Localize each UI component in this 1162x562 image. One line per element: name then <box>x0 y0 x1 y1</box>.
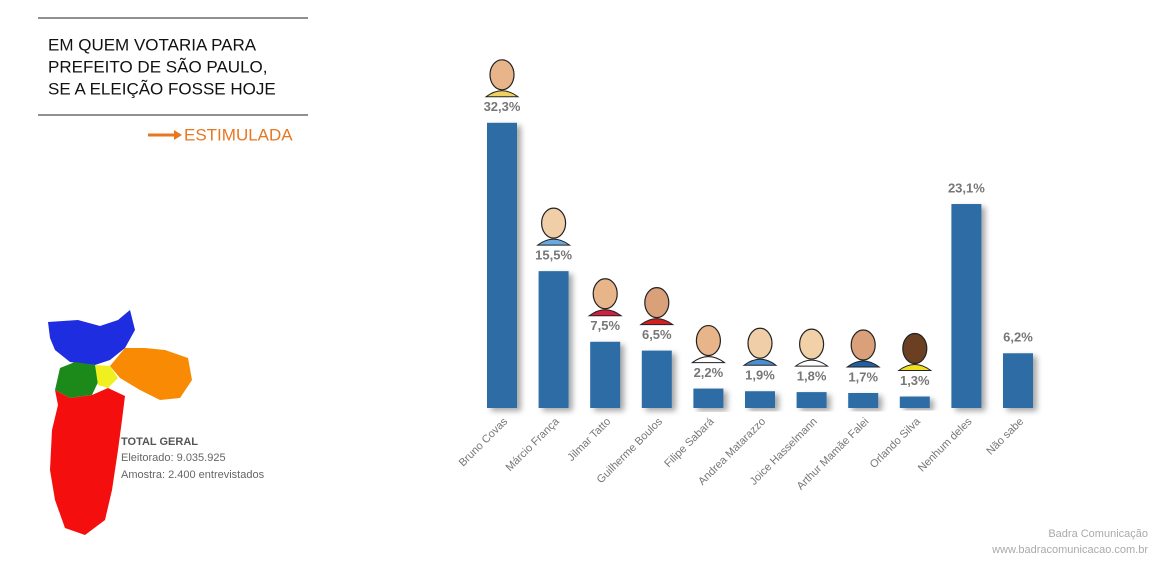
x-tick-label: Não sabe <box>984 416 1026 458</box>
candidate-face <box>695 324 722 357</box>
bar <box>951 204 982 408</box>
footer: www.badracomunicacao.com.br <box>991 544 1148 556</box>
bar <box>693 388 724 408</box>
candidate-shirt <box>484 90 520 98</box>
chart-title: EM QUEM VOTARIA PARA <box>48 35 257 54</box>
value-label: 1,3% <box>900 373 930 388</box>
x-tick-label: Márcio França <box>504 415 563 474</box>
chart-title: PREFEITO DE SÃO PAULO, <box>48 57 267 76</box>
candidate-face <box>747 327 773 359</box>
x-tick-label: Jilmar Tatto <box>565 416 613 464</box>
value-label: 6,5% <box>642 327 672 342</box>
value-label: 23,1% <box>948 180 985 195</box>
candidate-shirt <box>794 359 830 367</box>
notes-heading: TOTAL GERAL <box>121 436 198 448</box>
candidate-shirt <box>742 358 778 366</box>
subtitle: ESTIMULADA <box>184 125 293 144</box>
candidate-face <box>592 278 618 310</box>
footer: Badra Comunicação <box>1048 528 1148 540</box>
x-tick-label: Bruno Covas <box>457 415 511 469</box>
candidate-shirt <box>690 356 726 364</box>
value-label: 7,5% <box>590 318 620 333</box>
map <box>48 310 192 535</box>
bar <box>641 350 672 408</box>
candidate-face <box>850 329 876 361</box>
notes-line: Eleitorado: 9.035.925 <box>121 452 226 464</box>
value-label: 1,7% <box>848 369 878 384</box>
candidate-face <box>644 287 670 319</box>
bar <box>1003 353 1033 408</box>
candidate-face <box>489 59 515 91</box>
arrow-head <box>174 130 182 140</box>
candidate-face <box>798 328 825 360</box>
bar <box>848 392 879 408</box>
candidate-shirt <box>845 360 881 368</box>
bar <box>745 391 775 408</box>
candidate-face <box>902 332 928 365</box>
candidate-shirt <box>536 238 572 246</box>
bar <box>487 122 517 408</box>
value-label: 2,2% <box>694 365 724 380</box>
candidate-shirt <box>587 309 623 317</box>
bar <box>796 392 827 408</box>
value-label: 6,2% <box>1003 330 1033 345</box>
value-label: 15,5% <box>535 248 572 263</box>
candidate-shirt <box>897 364 933 372</box>
notes-line: Amostra: 2.400 entrevistados <box>121 469 265 481</box>
x-tick-label: Filipe Sabará <box>662 415 717 470</box>
x-tick-label: Nenhum deles <box>916 415 975 474</box>
value-label: 1,8% <box>797 369 827 384</box>
chart-title: SE A ELEIÇÃO FOSSE HOJE <box>48 79 276 98</box>
value-label: 32,3% <box>484 99 521 114</box>
bar <box>538 271 569 408</box>
value-label: 1,9% <box>745 368 775 383</box>
x-tick-label: Orlando Silva <box>868 415 924 471</box>
bar <box>590 341 621 408</box>
candidate-face <box>540 207 567 239</box>
candidate-shirt <box>639 318 675 326</box>
bar <box>899 396 930 408</box>
